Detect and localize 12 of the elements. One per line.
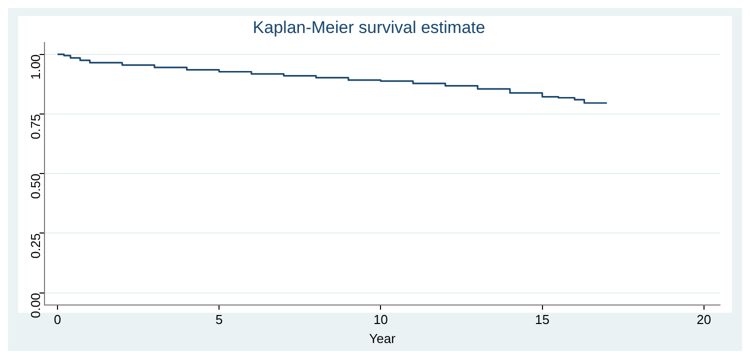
x-axis-title: Year (369, 330, 396, 346)
x-tick-label: 10 (373, 312, 388, 328)
x-tick-label: 5 (215, 312, 223, 328)
y-tick-label: 0.75 (28, 114, 44, 140)
y-tick-label: 0.50 (28, 174, 44, 199)
x-tick-label: 15 (535, 312, 550, 328)
chart-title: Kaplan-Meier survival estimate (252, 18, 486, 37)
y-tick-label: 0.00 (28, 292, 44, 318)
y-tick-label: 1.00 (28, 54, 44, 80)
y-tick-label: 0.25 (28, 233, 44, 259)
x-tick-label: 0 (54, 312, 62, 328)
x-tick-label: 20 (696, 312, 712, 328)
